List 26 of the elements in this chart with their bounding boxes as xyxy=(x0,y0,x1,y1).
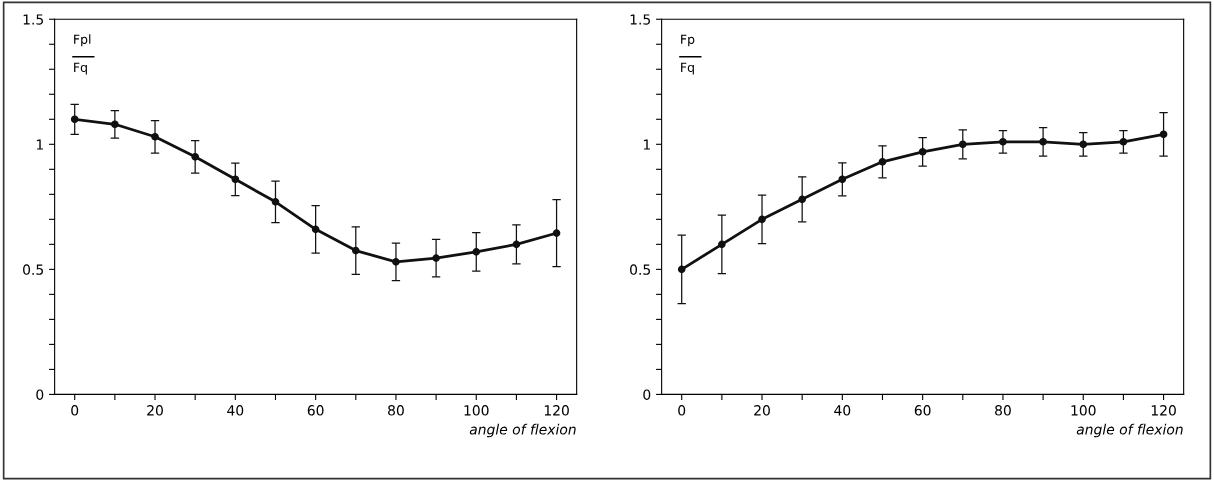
text: Fp Fq xyxy=(681,34,695,75)
y-tick-label: 0.5 xyxy=(630,264,650,275)
x-tick-label: 40 xyxy=(834,405,851,416)
x-tick-label: 80 xyxy=(388,405,404,416)
x-tick-label: 40 xyxy=(227,405,244,416)
y-tick-label: 0.5 xyxy=(23,264,43,275)
x-tick-label: 100 xyxy=(464,405,489,416)
x-tick-label: 20 xyxy=(147,405,163,416)
x-axis-title: angle of flexion xyxy=(1076,423,1183,438)
x-tick-label: 120 xyxy=(544,405,569,416)
y-tick-label: 0 xyxy=(643,389,651,400)
x-tick-label: 120 xyxy=(1151,405,1176,416)
text: Fpl Fq xyxy=(74,34,91,75)
y-tick-label: 0 xyxy=(36,389,44,400)
y-tick-label: 1.5 xyxy=(23,14,43,25)
y-tick-label: 1 xyxy=(36,139,43,150)
x-axis-title: angle of flexion xyxy=(469,423,576,438)
x-tick-label: 0 xyxy=(71,405,79,416)
y-tick-label: 1 xyxy=(643,139,650,150)
y-tick-label: 1.5 xyxy=(630,14,650,25)
x-tick-label: 20 xyxy=(754,405,770,416)
x-tick-label: 100 xyxy=(1071,405,1096,416)
x-tick-label: 0 xyxy=(678,405,686,416)
x-tick-label: 60 xyxy=(914,405,931,416)
x-tick-label: 80 xyxy=(995,405,1011,416)
x-tick-label: 60 xyxy=(307,405,324,416)
